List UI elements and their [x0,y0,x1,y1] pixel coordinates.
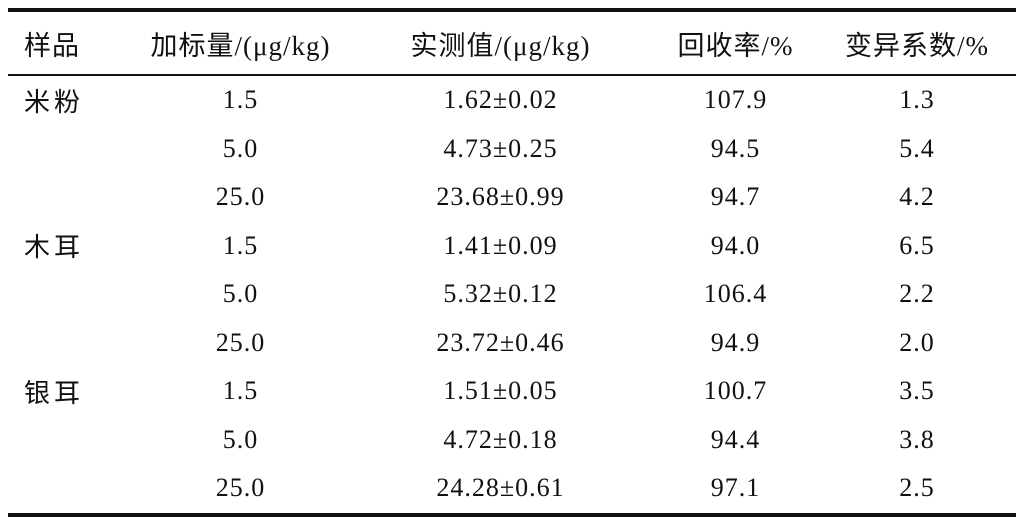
sample-cell [8,416,133,465]
cv-cell: 4.2 [899,182,935,212]
table-row: 米粉 1.5 1.62±0.02 107.9 1.3 [8,75,1016,125]
measured-cell: 23.72±0.46 [436,327,565,357]
spiked-cell: 25.0 [215,473,266,503]
sample-cell: 米粉 [24,87,85,117]
measured-cell: 1.41±0.09 [443,230,558,260]
sample-cell [8,125,133,174]
measured-cell: 1.62±0.02 [443,85,558,115]
spiked-cell: 25.0 [215,327,266,357]
spiked-cell: 5.0 [222,133,259,163]
sample-cell [8,270,133,319]
sample-cell [8,319,133,368]
recovery-cell: 94.5 [710,133,761,163]
recovery-cell: 106.4 [703,279,768,309]
col-header-measured: 实测值/(μg/kg) [348,10,653,76]
recovery-cell: 94.0 [710,230,761,260]
measured-cell: 4.73±0.25 [443,133,558,163]
table-row: 25.0 24.28±0.61 97.1 2.5 [8,464,1016,515]
measured-cell: 24.28±0.61 [436,473,565,503]
table-row: 5.0 5.32±0.12 106.4 2.2 [8,270,1016,319]
sample-cell: 木耳 [24,233,85,263]
table-row: 银耳 1.5 1.51±0.05 100.7 3.5 [8,367,1016,416]
spiked-cell: 1.5 [222,376,259,406]
cv-cell: 1.3 [899,85,935,115]
spiked-cell: 5.0 [222,424,259,454]
measured-cell: 1.51±0.05 [443,376,558,406]
recovery-cell: 97.1 [710,473,761,503]
cv-cell: 5.4 [899,133,935,163]
table-row: 25.0 23.68±0.99 94.7 4.2 [8,173,1016,222]
table-row: 5.0 4.72±0.18 94.4 3.8 [8,416,1016,465]
cv-cell: 3.8 [899,424,935,454]
col-header-sample: 样品 [8,10,133,76]
cv-cell: 2.2 [899,279,935,309]
cv-cell: 3.5 [899,376,935,406]
recovery-cell: 94.7 [710,182,761,212]
sample-cell: 银耳 [24,378,85,408]
spiked-cell: 25.0 [215,182,266,212]
recovery-cell: 94.4 [710,424,761,454]
cv-cell: 2.0 [899,327,935,357]
measured-cell: 23.68±0.99 [436,182,565,212]
recovery-results-table: 样品 加标量/(μg/kg) 实测值/(μg/kg) 回收率/% 变异系数/% … [8,8,1016,517]
table-row: 木耳 1.5 1.41±0.09 94.0 6.5 [8,222,1016,271]
measured-cell: 5.32±0.12 [443,279,558,309]
sample-cell [8,464,133,515]
col-header-cv: 变异系数/% [818,10,1016,76]
measured-cell: 4.72±0.18 [443,424,558,454]
recovery-cell: 100.7 [703,376,768,406]
spiked-cell: 5.0 [222,279,259,309]
cv-cell: 6.5 [899,230,935,260]
cv-cell: 2.5 [899,473,935,503]
table-body: 米粉 1.5 1.62±0.02 107.9 1.3 5.0 4.73±0.25… [8,75,1016,515]
header-row: 样品 加标量/(μg/kg) 实测值/(μg/kg) 回收率/% 变异系数/% [8,10,1016,76]
col-header-recovery: 回收率/% [653,10,818,76]
spiked-cell: 1.5 [222,85,259,115]
table-row: 25.0 23.72±0.46 94.9 2.0 [8,319,1016,368]
recovery-cell: 94.9 [710,327,761,357]
sample-cell [8,173,133,222]
table-row: 5.0 4.73±0.25 94.5 5.4 [8,125,1016,174]
recovery-cell: 107.9 [703,85,768,115]
spiked-cell: 1.5 [222,230,259,260]
col-header-spiked: 加标量/(μg/kg) [133,10,348,76]
table-header: 样品 加标量/(μg/kg) 实测值/(μg/kg) 回收率/% 变异系数/% [8,10,1016,76]
